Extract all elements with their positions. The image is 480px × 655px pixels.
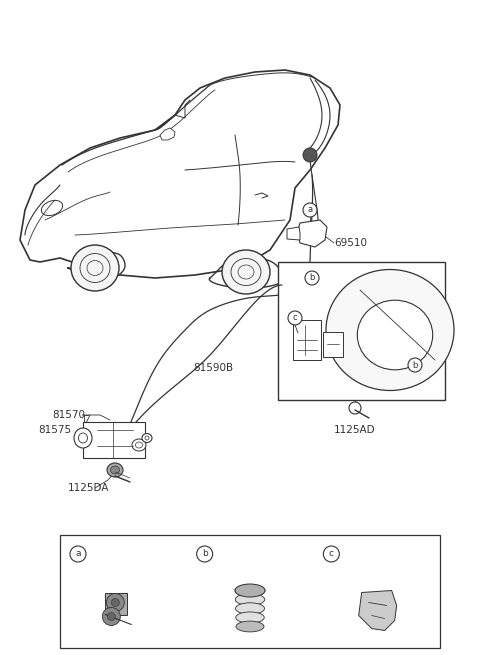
Circle shape: [70, 546, 86, 562]
Bar: [293, 320, 321, 360]
Circle shape: [408, 358, 422, 372]
Polygon shape: [359, 591, 396, 631]
Bar: [105, 593, 127, 614]
Bar: [60, 535, 440, 648]
Circle shape: [108, 612, 115, 620]
Bar: [323, 332, 343, 357]
Text: a: a: [75, 550, 81, 559]
Circle shape: [305, 271, 319, 285]
Circle shape: [288, 311, 302, 325]
Ellipse shape: [110, 466, 120, 474]
Ellipse shape: [326, 269, 454, 390]
Bar: [278, 262, 445, 400]
Text: 69510: 69510: [334, 238, 367, 248]
Ellipse shape: [222, 250, 270, 294]
Text: c: c: [293, 314, 297, 322]
Bar: [83, 422, 145, 458]
Ellipse shape: [235, 584, 265, 597]
Ellipse shape: [357, 300, 432, 370]
Text: 81590B: 81590B: [193, 363, 233, 373]
Text: 81570: 81570: [52, 410, 85, 420]
Text: b: b: [309, 274, 315, 282]
Text: 1125AD: 1125AD: [334, 425, 376, 435]
Text: 87551: 87551: [216, 549, 252, 559]
Ellipse shape: [236, 621, 264, 632]
Ellipse shape: [236, 612, 264, 623]
Circle shape: [324, 546, 339, 562]
Circle shape: [197, 546, 213, 562]
Circle shape: [107, 593, 124, 612]
Ellipse shape: [107, 463, 123, 477]
Circle shape: [303, 148, 317, 162]
Polygon shape: [297, 220, 327, 247]
Ellipse shape: [235, 584, 265, 597]
Circle shape: [349, 402, 361, 414]
Text: b: b: [412, 360, 418, 369]
Text: b: b: [202, 550, 207, 559]
Text: 79552: 79552: [343, 549, 379, 559]
Polygon shape: [287, 227, 300, 240]
Ellipse shape: [71, 245, 119, 291]
Text: a: a: [307, 206, 312, 214]
Text: 1125DA: 1125DA: [68, 483, 109, 493]
Ellipse shape: [74, 428, 92, 448]
Ellipse shape: [236, 603, 264, 614]
Text: 81199: 81199: [90, 549, 125, 559]
Ellipse shape: [235, 593, 265, 605]
Circle shape: [303, 203, 317, 217]
Polygon shape: [160, 128, 175, 140]
Circle shape: [111, 599, 120, 607]
Text: 81575: 81575: [38, 425, 71, 435]
Polygon shape: [20, 70, 340, 278]
Text: c: c: [329, 550, 334, 559]
Ellipse shape: [132, 439, 146, 451]
Circle shape: [102, 607, 120, 626]
Ellipse shape: [142, 434, 152, 443]
